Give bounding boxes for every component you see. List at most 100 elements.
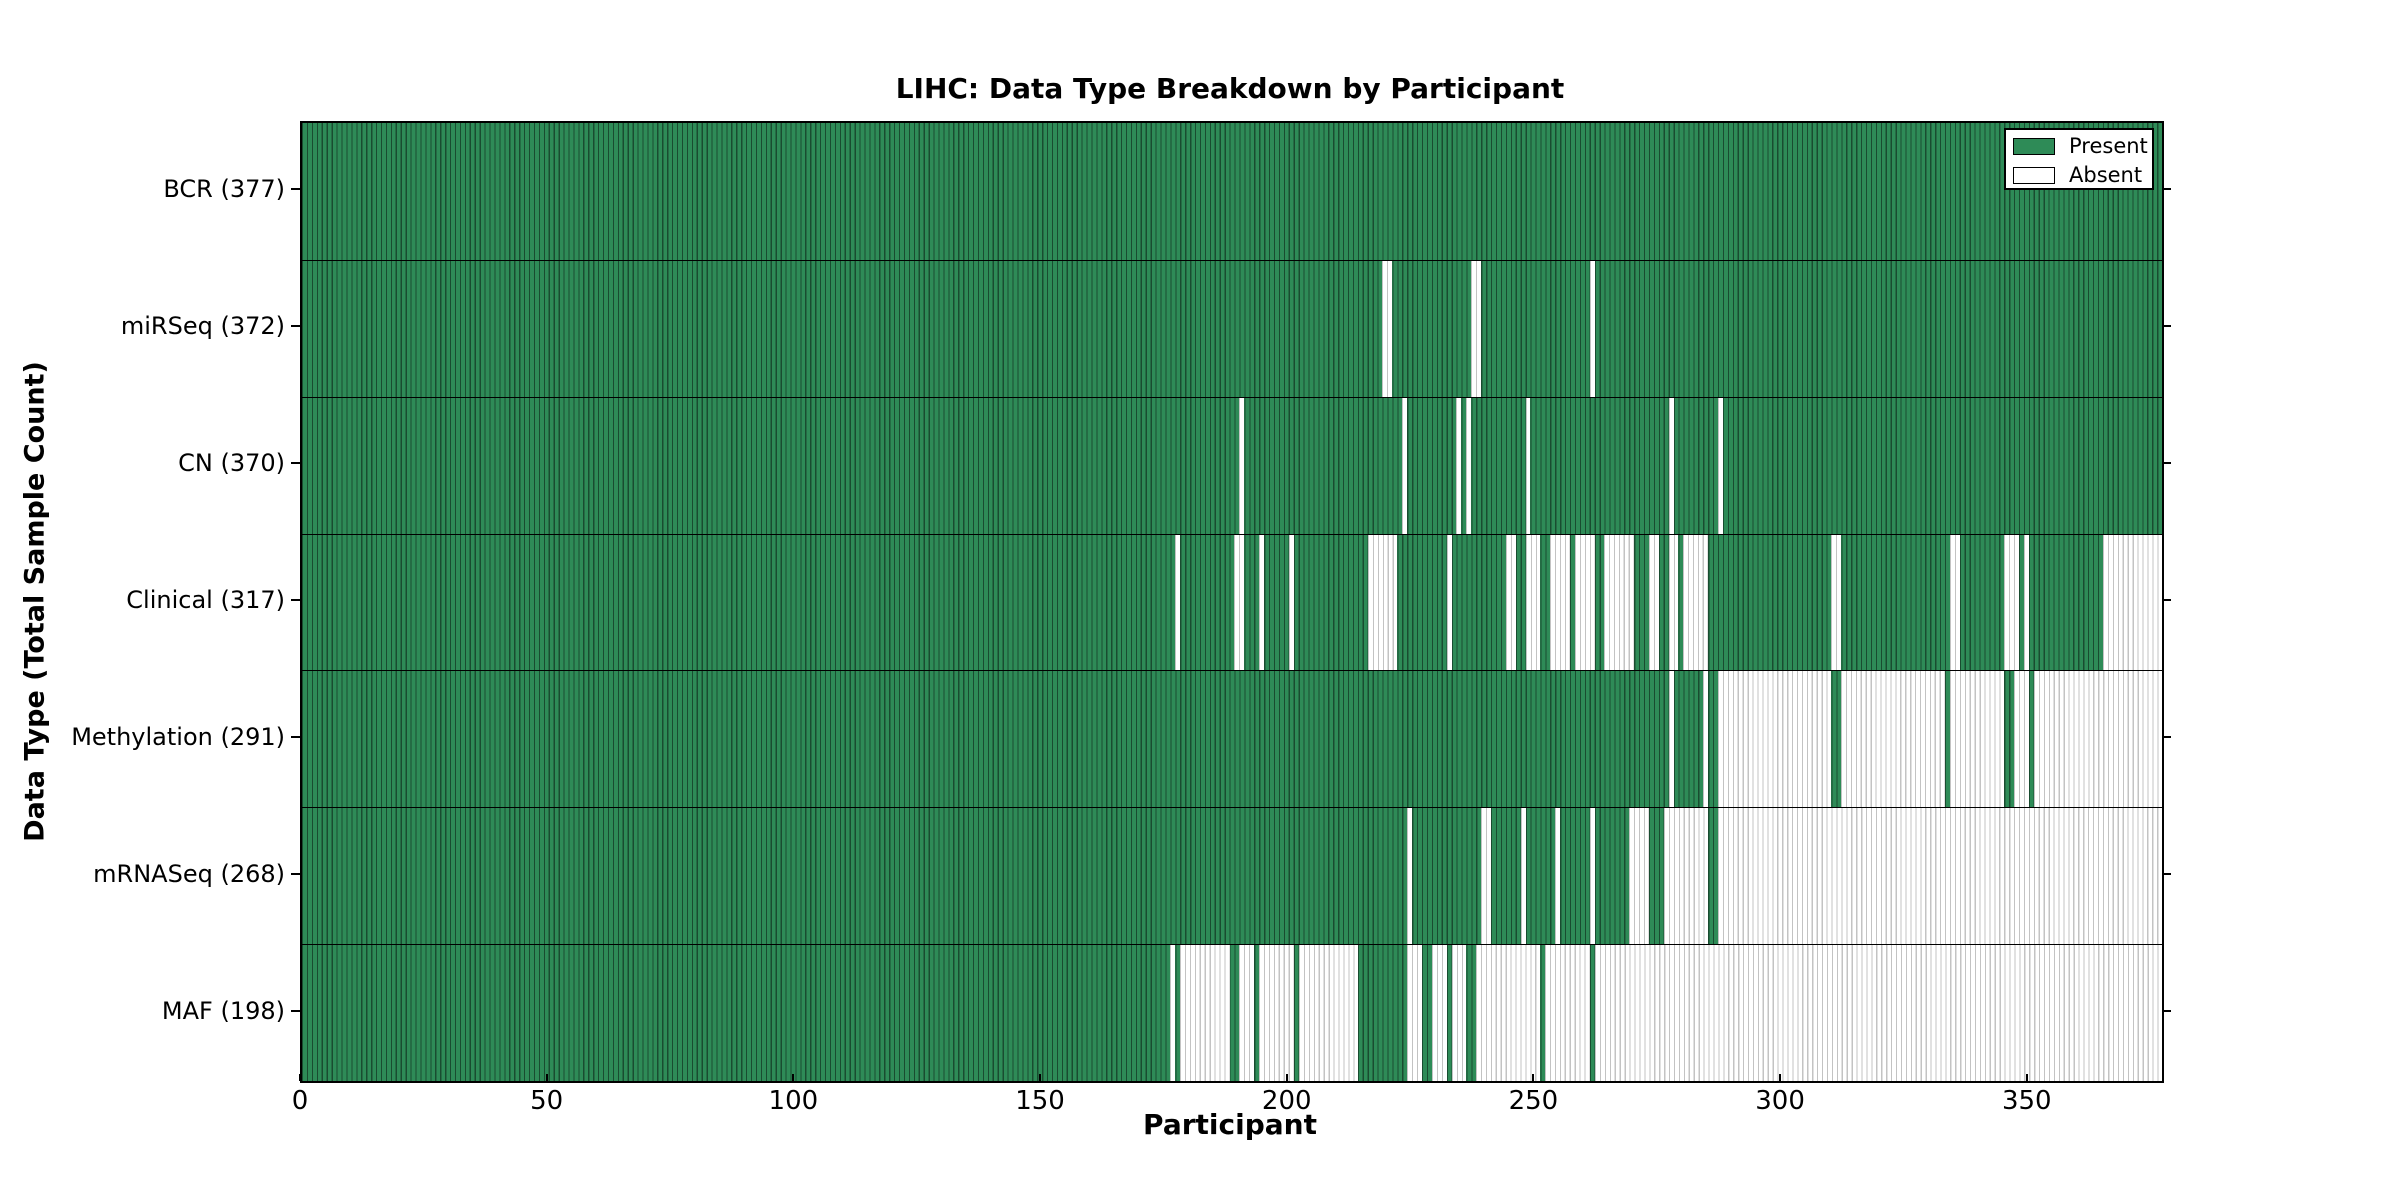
- absent-segment: [1259, 945, 1294, 1081]
- row-MAF: [302, 944, 2162, 1081]
- absent-segment: [1555, 808, 1561, 945]
- y-tick-mark: [2162, 1009, 2171, 1012]
- absent-segment: [1550, 534, 1570, 671]
- row-miRSeq: [302, 259, 2162, 397]
- absent-segment: [1629, 808, 1649, 945]
- y-tick-mark: [291, 325, 300, 328]
- legend-label: Present: [2069, 134, 2148, 158]
- chart-title: LIHC: Data Type Breakdown by Participant: [895, 72, 1565, 105]
- x-tick-label: 250: [1508, 1086, 1559, 1116]
- absent-segment: [1505, 534, 1516, 671]
- x-tick-mark: [1779, 1074, 1782, 1081]
- y-tick-label-Methylation: Methylation (291): [71, 722, 285, 751]
- absent-segment: [2004, 534, 2019, 671]
- absent-segment: [1648, 534, 1659, 671]
- absent-segment: [1525, 534, 1541, 671]
- y-tick-mark: [291, 735, 300, 738]
- x-axis-label: Participant: [1143, 1108, 1317, 1141]
- x-tick-label: 100: [768, 1086, 819, 1116]
- absent-segment: [1407, 945, 1422, 1081]
- absent-segment: [2102, 534, 2162, 671]
- y-tick-mark: [291, 599, 300, 601]
- absent-swatch-icon: [2013, 166, 2055, 184]
- absent-segment: [1180, 945, 1230, 1081]
- absent-segment: [1594, 945, 2162, 1081]
- absent-segment: [1451, 945, 1467, 1081]
- x-tick-mark: [299, 1074, 301, 1081]
- absent-segment: [1589, 260, 1595, 397]
- absent-segment: [1476, 945, 1541, 1081]
- row-Clinical: [302, 533, 2162, 671]
- row-Methylation: [302, 670, 2162, 808]
- x-tick-mark: [1285, 1074, 1288, 1081]
- absent-segment: [1520, 808, 1526, 945]
- absent-segment: [1367, 534, 1398, 671]
- y-tick-label-mRNASeq: mRNASeq (268): [93, 859, 285, 888]
- absent-segment: [1431, 945, 1447, 1081]
- row-mRNASeq: [302, 807, 2162, 945]
- absent-segment: [1668, 671, 1674, 808]
- absent-segment: [2013, 671, 2029, 808]
- absent-segment: [1239, 397, 1245, 534]
- absent-segment: [1717, 397, 1723, 534]
- y-tick-mark: [2162, 462, 2171, 465]
- y-tick-mark: [2162, 872, 2171, 875]
- row-BCR: [302, 123, 2162, 260]
- absent-segment: [1525, 397, 1531, 534]
- x-tick-label: 0: [291, 1086, 309, 1116]
- absent-segment: [2023, 534, 2029, 671]
- x-tick-label: 150: [1015, 1086, 1065, 1116]
- absent-segment: [1402, 397, 1408, 534]
- legend-entry-present: Present: [2013, 133, 2152, 159]
- y-tick-label-CN: CN (370): [178, 449, 285, 478]
- legend: Present Absent: [2004, 128, 2154, 190]
- y-tick-mark: [291, 1009, 300, 1012]
- plot-area: [300, 121, 2164, 1083]
- x-tick-mark: [1039, 1074, 1042, 1081]
- y-tick-label-MAF: MAF (198): [161, 996, 285, 1025]
- row-CN: [302, 396, 2162, 534]
- absent-segment: [1604, 534, 1635, 671]
- x-tick-label: 350: [2001, 1086, 2052, 1116]
- absent-segment: [1466, 397, 1472, 534]
- legend-entry-absent: Absent: [2013, 162, 2152, 188]
- absent-segment: [1717, 808, 2162, 945]
- absent-segment: [1949, 671, 2005, 808]
- y-tick-mark: [291, 872, 300, 875]
- y-tick-mark: [291, 188, 300, 191]
- absent-segment: [1589, 808, 1595, 945]
- absent-segment: [1574, 534, 1595, 671]
- absent-segment: [1668, 534, 1679, 671]
- y-tick-mark: [2162, 599, 2171, 601]
- absent-segment: [1831, 534, 1842, 671]
- absent-segment: [1481, 808, 1491, 945]
- legend-label: Absent: [2069, 163, 2143, 187]
- absent-segment: [1288, 534, 1294, 671]
- absent-segment: [1668, 397, 1674, 534]
- absent-segment: [1239, 945, 1255, 1081]
- absent-segment: [1545, 945, 1590, 1081]
- absent-segment: [1456, 397, 1462, 534]
- y-tick-mark: [2162, 735, 2171, 738]
- y-tick-mark: [2162, 188, 2171, 191]
- absent-segment: [1841, 671, 1945, 808]
- absent-segment: [1949, 534, 1960, 671]
- y-tick-mark: [2162, 325, 2171, 328]
- y-tick-label-BCR: BCR (377): [163, 175, 285, 204]
- absent-segment: [1170, 945, 1176, 1081]
- absent-segment: [1298, 945, 1358, 1081]
- present-swatch-icon: [2013, 137, 2055, 155]
- absent-segment: [1259, 534, 1265, 671]
- x-tick-label: 50: [530, 1086, 564, 1116]
- x-tick-label: 200: [1261, 1086, 1312, 1116]
- y-tick-label-miRSeq: miRSeq (372): [120, 312, 285, 341]
- x-tick-label: 300: [1755, 1086, 1805, 1116]
- absent-segment: [1703, 671, 1709, 808]
- absent-segment: [1407, 808, 1413, 945]
- absent-segment: [1175, 534, 1181, 671]
- y-tick-label-Clinical: Clinical (317): [126, 586, 285, 614]
- x-tick-mark: [1532, 1074, 1535, 1081]
- absent-segment: [2033, 671, 2162, 808]
- x-tick-mark: [2025, 1074, 2028, 1081]
